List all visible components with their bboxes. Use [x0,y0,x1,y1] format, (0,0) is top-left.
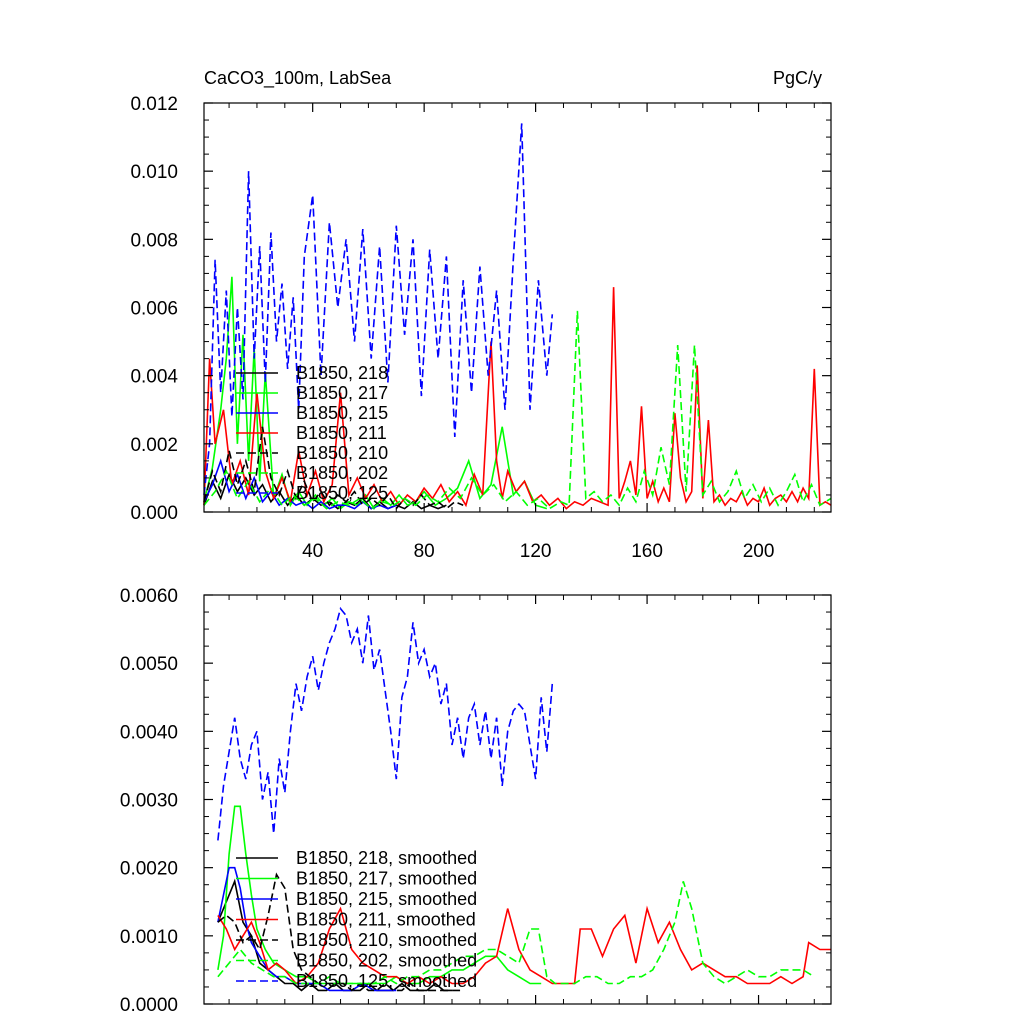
y-tick-label: 0.002 [130,435,178,456]
legend-label: B1850, 215 [296,403,388,423]
x-tick-label: 160 [631,541,663,562]
x-tick-label: 200 [743,541,775,562]
y-tick-label: 0.000 [130,503,178,524]
y-tick-label: 0.012 [130,94,178,115]
legend-label: B1850, 215, smoothed [296,889,477,909]
legend-label: B1850, 218 [296,363,388,383]
y-tick-label: 0.0040 [120,722,178,743]
series-line-top-4 [203,426,464,510]
series-line-bottom-3 [217,905,831,985]
chart-units: PgC/y [773,68,822,88]
y-tick-label: 0.0010 [120,927,178,948]
series-line-bottom-6 [217,606,554,841]
series-line-top-1 [203,276,548,510]
series-line-top-3 [203,287,832,510]
y-tick-label: 0.010 [130,162,178,183]
legend-label: B1850, 125, smoothed [296,971,477,991]
series-line-bottom-5 [217,881,815,985]
x-tick-label: 120 [520,541,552,562]
y-tick-label: 0.008 [130,230,178,251]
legend-label: B1850, 125 [296,483,388,503]
y-tick-label: 0.0000 [120,995,178,1016]
legend-label: B1850, 217 [296,383,388,403]
y-tick-label: 0.0020 [120,859,178,880]
y-tick-label: 0.004 [130,367,178,388]
y-tick-label: 0.006 [130,299,178,320]
x-tick-label: 40 [302,541,323,562]
y-tick-label: 0.0030 [120,791,178,812]
legend-label: B1850, 210 [296,443,388,463]
chart-title: CaCO3_100m, LabSea [204,68,392,89]
legend-label: B1850, 218, smoothed [296,848,477,868]
series-line-top-5 [203,310,832,510]
bottom-panel: 0.0000 0.0010 0.0020 0.0030 0.0040 0.0050 0.00… [120,586,832,1016]
x-tick-label: 80 [414,541,435,562]
legend-label: B1850, 211 [296,423,387,443]
legend-label: B1850, 202 [296,463,388,483]
top-panel: CaCO3_100m, LabSea PgC/y 0.000 0.002 0.004… [130,68,832,562]
series-line-top-6 [203,123,554,496]
legend-label: B1850, 202, smoothed [296,951,477,971]
legend-label: B1850, 211, smoothed [296,910,476,930]
legend-label: B1850, 217, smoothed [296,869,477,889]
legend-label: B1850, 210, smoothed [296,930,477,950]
y-tick-label: 0.0050 [120,654,178,675]
y-tick-label: 0.0060 [120,586,178,607]
